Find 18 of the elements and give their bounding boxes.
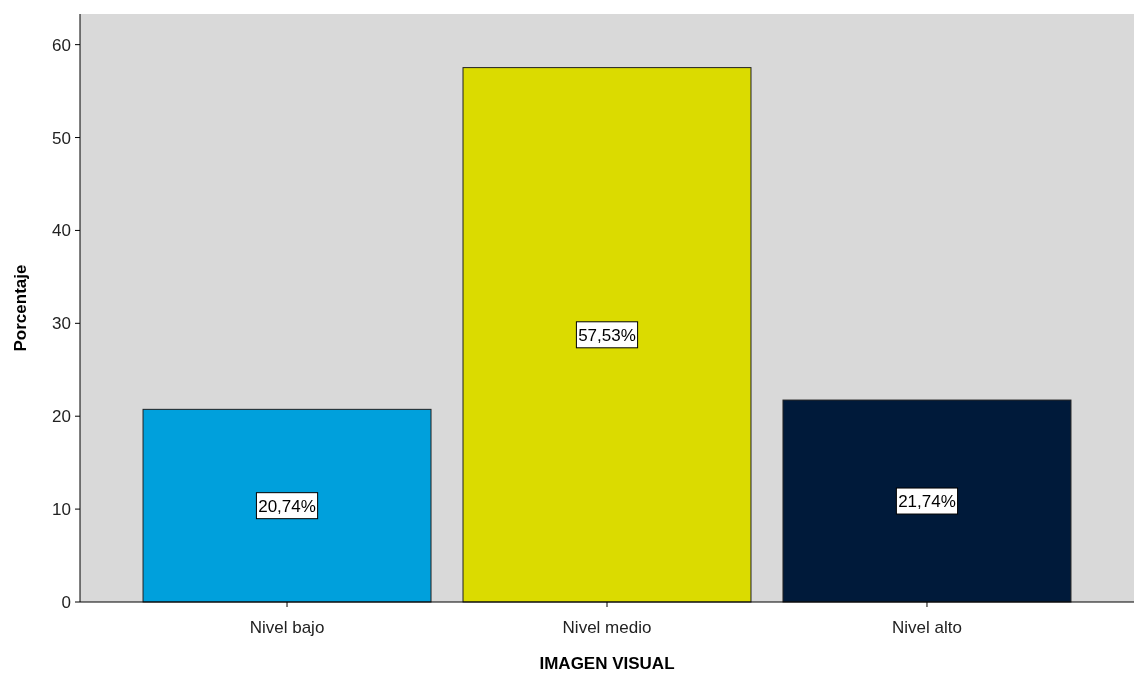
data-label: 21,74%: [898, 492, 956, 512]
y-tick-label: 50: [52, 128, 71, 148]
y-tick-label: 10: [52, 500, 71, 520]
y-tick-label: 40: [52, 221, 71, 241]
x-tick-label: Nivel bajo: [249, 618, 325, 637]
y-tick-label: 60: [52, 35, 71, 55]
x-tick-label: Nivel medio: [562, 618, 652, 637]
x-tick-label: Nivel alto: [892, 618, 962, 637]
y-tick-label: 0: [61, 593, 71, 612]
y-tick-label: 20: [52, 407, 71, 427]
y-axis-title: Porcentaje: [11, 264, 30, 352]
bar: [462, 67, 752, 603]
data-label: 57,53%: [578, 325, 636, 345]
x-axis-title: IMAGEN VISUAL: [539, 654, 675, 673]
y-tick-label: 30: [52, 314, 71, 334]
bar: [142, 408, 432, 603]
bar: [782, 399, 1072, 603]
data-label: 20,74%: [258, 496, 316, 516]
